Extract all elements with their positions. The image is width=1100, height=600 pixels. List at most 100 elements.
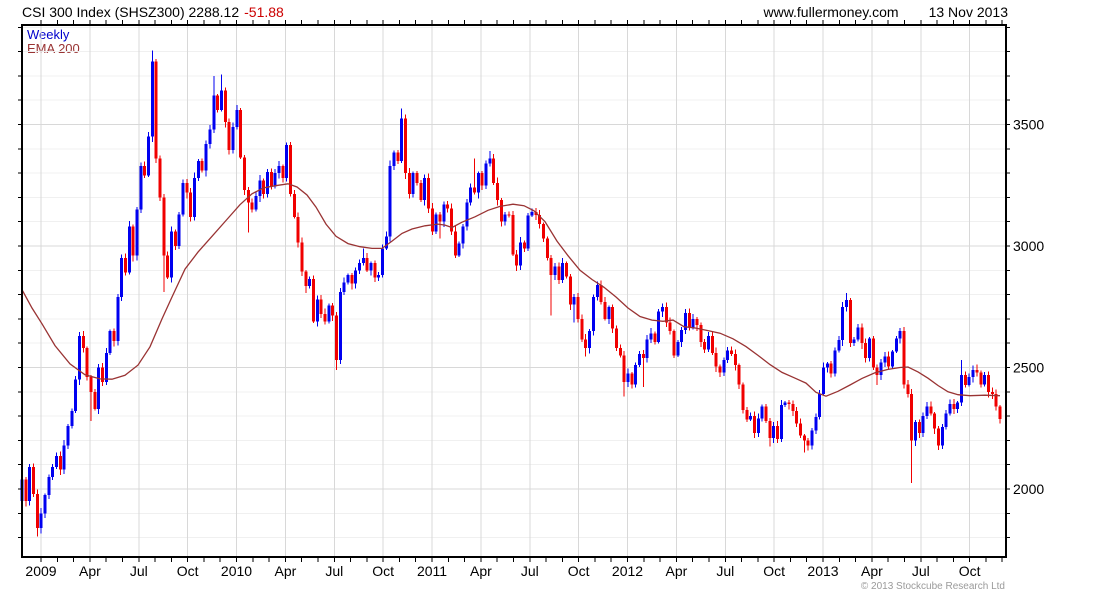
candle-body-down: [565, 263, 569, 277]
candle-body-down: [799, 423, 803, 436]
candle-body-up: [772, 425, 776, 438]
candle-body-down: [89, 377, 93, 392]
candle: [311, 275, 315, 323]
candle: [58, 451, 62, 476]
candle: [434, 212, 438, 235]
candle: [937, 426, 941, 450]
candle-body-up: [258, 180, 262, 197]
x-axis-label: Jul: [716, 563, 734, 579]
candle: [718, 364, 722, 377]
candle-body-up: [384, 236, 388, 249]
candle-body-up: [519, 242, 523, 266]
candle-body-up: [607, 306, 611, 319]
candle: [960, 360, 964, 407]
chart-date: 13 Nov 2013: [928, 4, 1008, 20]
candle: [292, 190, 296, 219]
candle: [219, 74, 223, 112]
candle-body-down: [262, 180, 266, 194]
candle: [572, 293, 576, 323]
candle-body-down: [729, 350, 733, 355]
candle: [618, 344, 622, 358]
candle-body-down: [438, 214, 442, 222]
candle-body-up: [308, 278, 312, 287]
candle-body-down: [200, 160, 204, 171]
candle: [308, 276, 312, 289]
candle-body-up: [591, 297, 595, 332]
candle-body-up: [139, 165, 143, 210]
candle-body-up: [488, 158, 492, 164]
x-axis-label: 2010: [221, 563, 252, 579]
candle-body-down: [350, 275, 354, 284]
candle: [902, 327, 906, 389]
candle: [150, 50, 154, 142]
candle: [680, 326, 684, 348]
candle: [254, 191, 258, 212]
candle: [956, 401, 960, 414]
candle-body-down: [480, 173, 484, 186]
candle: [645, 334, 649, 363]
site-link[interactable]: www.fullermoney.com: [763, 4, 899, 20]
candle-body-up: [814, 417, 818, 431]
candle: [664, 302, 668, 327]
candle: [887, 351, 891, 370]
candle-body-up: [181, 182, 185, 215]
candle-body-down: [311, 278, 315, 322]
candle-body-up: [423, 177, 427, 200]
candle-body-up: [883, 356, 887, 363]
candle-body-down: [864, 343, 868, 358]
candle-body-up: [338, 292, 342, 361]
candle: [591, 294, 595, 336]
candle-body-down: [162, 197, 166, 256]
candle: [568, 273, 572, 310]
candle: [166, 251, 170, 280]
candle: [829, 361, 833, 378]
candle: [469, 183, 473, 206]
candle: [940, 424, 944, 449]
x-axis-label: 2012: [612, 563, 643, 579]
plot-border: [21, 24, 1007, 558]
candle: [457, 241, 461, 258]
candle: [637, 350, 641, 368]
candle-body-down: [887, 356, 891, 367]
candle-body-up: [127, 226, 131, 273]
candle-body-up: [116, 297, 120, 341]
candle: [488, 151, 492, 167]
candle: [204, 140, 208, 177]
candle: [108, 329, 112, 356]
candle-body-down: [871, 338, 875, 368]
candle-body-up: [47, 476, 51, 496]
candle-body-up: [837, 340, 841, 351]
candle-body-up: [914, 422, 918, 441]
candle: [74, 376, 78, 413]
candle: [848, 298, 852, 348]
candle: [963, 371, 967, 388]
candle-body-up: [868, 338, 872, 358]
candle-body-up: [810, 430, 814, 446]
candle-body-up: [676, 341, 680, 356]
candle: [898, 327, 902, 344]
candle: [737, 363, 741, 389]
candle: [170, 226, 174, 283]
candle: [93, 388, 97, 411]
candle: [511, 211, 515, 257]
candle-body-up: [856, 327, 860, 340]
candle: [135, 206, 139, 261]
candle: [300, 237, 304, 276]
candle-body-down: [373, 263, 377, 278]
candle-body-up: [925, 406, 929, 417]
candle: [419, 179, 423, 202]
candle-body-up: [147, 136, 151, 176]
candle: [894, 335, 898, 354]
candle: [97, 363, 101, 414]
candle: [825, 361, 829, 373]
candle-body-down: [752, 416, 756, 434]
candle: [538, 210, 542, 229]
candle: [496, 177, 500, 206]
x-axis-label: Oct: [763, 563, 785, 579]
candle: [304, 269, 308, 294]
candle-body-up: [78, 335, 82, 380]
candle-body-up: [561, 263, 565, 281]
candle-body-down: [768, 420, 772, 438]
candle: [354, 267, 358, 289]
